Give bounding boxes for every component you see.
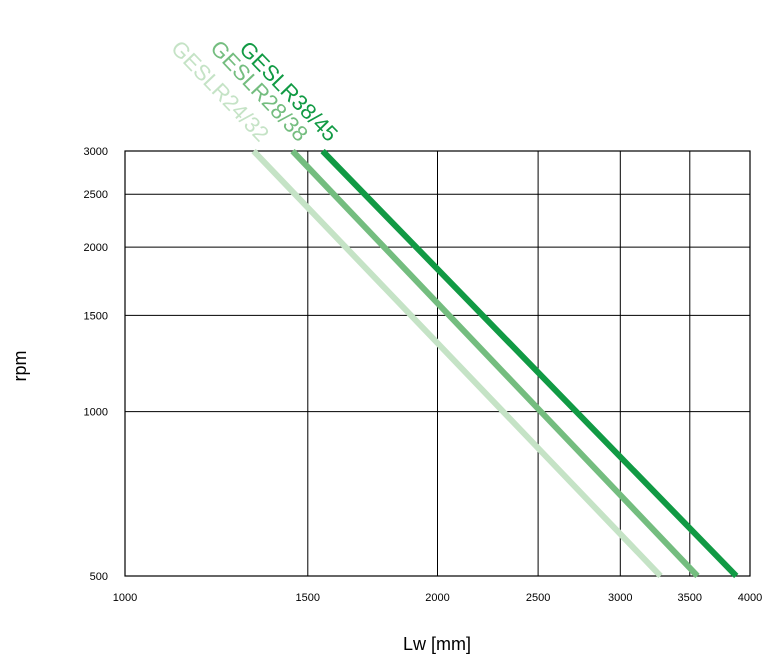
x-tick-label: 3500	[678, 592, 702, 604]
series-line-3	[320, 148, 739, 579]
y-tick-label: 1500	[84, 310, 108, 322]
y-tick-label: 2000	[84, 242, 108, 254]
x-tick-label: 2000	[425, 592, 449, 604]
y-tick-label: 2500	[84, 189, 108, 201]
grid-lines	[124, 150, 751, 577]
x-tick-labels: 1000 1500 2000 2500 3000 3500 4000	[113, 592, 762, 604]
x-axis-title: Lw [mm]	[403, 634, 471, 654]
x-tick-label: 1500	[296, 592, 320, 604]
y-tick-labels: 500 1000 1500 2000 2500 3000	[84, 146, 108, 583]
plot-area-border	[124, 150, 751, 577]
y-tick-label: 1000	[84, 407, 108, 419]
y-tick-label: 500	[90, 571, 108, 583]
x-tick-label: 3000	[608, 592, 632, 604]
series-line-1	[251, 148, 663, 579]
series-line-2	[290, 148, 700, 579]
series-lines	[251, 148, 739, 579]
x-tick-label: 1000	[113, 592, 137, 604]
y-tick-label: 3000	[84, 146, 108, 158]
x-tick-label: 2500	[526, 592, 550, 604]
x-tick-label: 4000	[738, 592, 762, 604]
y-axis-title: rpm	[10, 351, 30, 382]
